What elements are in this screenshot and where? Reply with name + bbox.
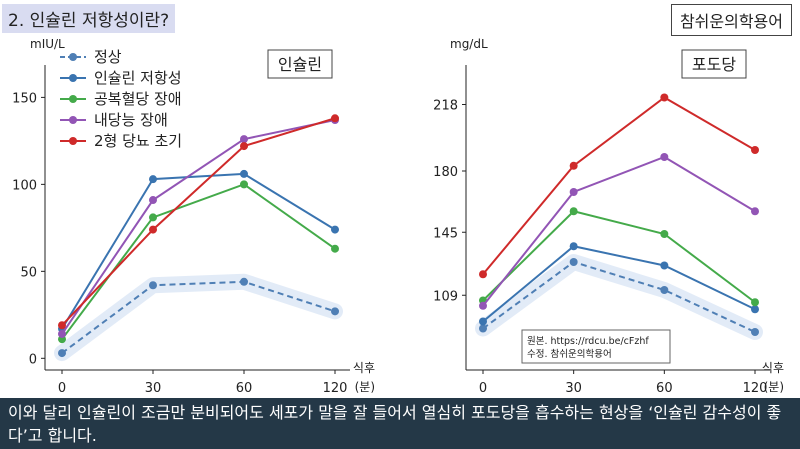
x-axis-label-line1: 식후: [353, 361, 375, 375]
data-point: [660, 93, 669, 102]
chart-title: 인슐린: [278, 55, 322, 74]
x-tick-label: 120: [323, 381, 348, 396]
legend-label: 2형 당뇨 초기: [94, 132, 182, 150]
y-tick-label: 150: [12, 91, 37, 106]
data-point: [149, 175, 157, 184]
page-title: 2. 인슐린 저항성이란?: [2, 4, 176, 33]
y-tick-label: 145: [433, 226, 458, 241]
data-point: [660, 153, 669, 161]
data-point: [149, 281, 157, 290]
data-point: [569, 207, 578, 216]
data-point: [149, 213, 157, 222]
series-line-3: [61, 119, 336, 335]
data-point: [331, 225, 339, 234]
data-point: [240, 142, 248, 151]
series-line-4: [482, 96, 756, 275]
series-line-2: [482, 210, 756, 304]
x-tick-label: 30: [145, 381, 162, 396]
legend-marker: [69, 95, 77, 103]
x-axis-label-line2: (분): [764, 380, 784, 394]
data-point: [751, 146, 759, 154]
x-tick-label: 0: [479, 381, 487, 396]
y-tick-label: 180: [433, 165, 458, 180]
series-line-4: [61, 117, 336, 326]
data-point: [149, 225, 157, 234]
source-note-line1: 원본. https://rdcu.be/cFzhf: [527, 336, 649, 347]
data-point: [660, 230, 669, 238]
y-tick-label: 50: [20, 265, 37, 280]
data-point: [479, 301, 487, 310]
x-tick-label: 30: [565, 381, 582, 396]
data-point: [479, 324, 487, 333]
data-point: [479, 317, 487, 326]
brand-label: 참쉬운의학용어: [670, 4, 792, 36]
x-tick-label: 0: [58, 381, 66, 396]
data-point: [240, 180, 248, 189]
legend-marker: [69, 74, 77, 82]
series-line-1: [61, 172, 336, 330]
data-point: [751, 305, 759, 314]
legend-label: 인슐린 저항성: [94, 69, 182, 87]
data-point: [569, 242, 578, 251]
data-point: [331, 307, 339, 316]
x-axis-label-line1: 식후: [762, 361, 784, 375]
legend-marker: [69, 53, 77, 61]
x-tick-label: 120: [743, 381, 768, 396]
data-point: [479, 270, 487, 279]
caption-text: 이와 달리 인슐린이 조금만 분비되어도 세포가 말을 잘 들어서 열심히 포도…: [0, 398, 800, 449]
y-tick-label: 109: [433, 289, 458, 304]
series-line-0: [61, 280, 336, 354]
series-line-1: [482, 245, 756, 323]
data-point: [751, 328, 759, 336]
data-point: [240, 277, 248, 286]
y-tick-label: 218: [433, 99, 458, 114]
y-axis-label: mIU/L: [30, 37, 65, 51]
series-line-3: [482, 155, 756, 307]
legend-marker: [69, 137, 77, 145]
data-point: [58, 329, 66, 338]
y-tick-label: 100: [12, 178, 37, 193]
data-point: [569, 258, 578, 266]
legend-label: 내당능 장애: [94, 111, 168, 129]
normal-series-highlight: [475, 254, 763, 340]
x-tick-label: 60: [656, 381, 673, 396]
normal-series-highlight: [54, 273, 343, 362]
data-point: [751, 298, 759, 307]
data-point: [569, 188, 578, 196]
source-note-box: [521, 329, 671, 364]
legend-marker: [69, 116, 77, 124]
y-tick-label: 0: [29, 352, 37, 367]
data-point: [331, 244, 339, 253]
source-note-line2: 수정. 참쉬운의학용어: [527, 349, 612, 360]
data-point: [149, 196, 157, 205]
data-point: [58, 321, 66, 330]
legend-label: 공복혈당 장애: [94, 90, 182, 108]
y-axis-label: mg/dL: [450, 37, 488, 51]
chart-title-box: [681, 49, 747, 79]
data-point: [58, 349, 66, 358]
x-tick-label: 60: [236, 381, 253, 396]
data-point: [569, 161, 578, 170]
data-point: [660, 261, 669, 270]
chart-title: 포도당: [692, 55, 736, 74]
data-point: [751, 207, 759, 216]
data-point: [331, 114, 339, 123]
legend-label: 정상: [94, 48, 122, 66]
chart-title-box: [267, 49, 333, 79]
data-point: [240, 169, 248, 178]
data-point: [660, 286, 669, 294]
data-point: [240, 135, 248, 144]
x-axis-label-line2: (분): [355, 380, 375, 394]
